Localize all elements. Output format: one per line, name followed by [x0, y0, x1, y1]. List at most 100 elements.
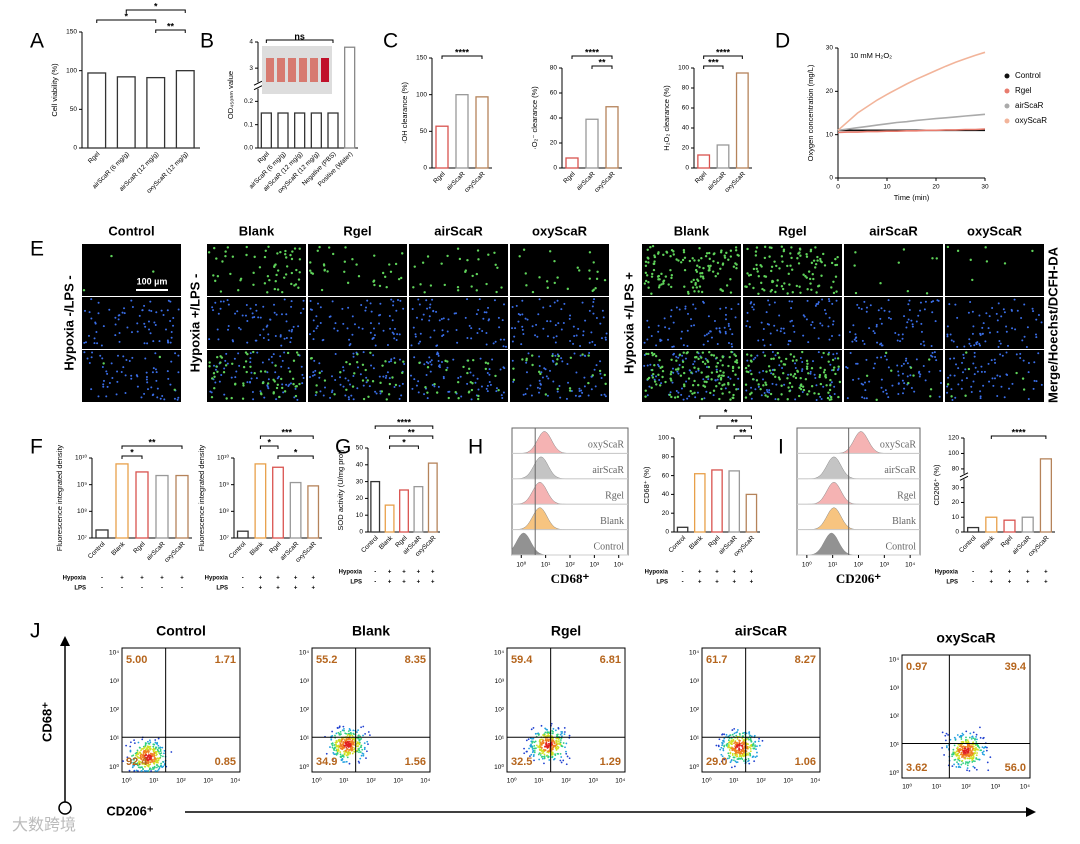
- nucleus: [1026, 326, 1029, 329]
- event-dot: [340, 759, 343, 761]
- nucleus: [276, 377, 279, 380]
- ros-signal: [445, 368, 448, 372]
- ros-signal: [755, 379, 759, 382]
- ros-signal: [782, 248, 786, 251]
- event-dot: [343, 746, 346, 749]
- nucleus: [901, 392, 904, 395]
- ros-signal: [737, 254, 740, 257]
- nucleus: [803, 315, 806, 318]
- histogram-label: airScaR: [592, 465, 624, 476]
- nucleus: [285, 383, 288, 386]
- bar: [1021, 516, 1034, 533]
- ros-signal: [1022, 388, 1026, 391]
- event-dot: [555, 737, 558, 740]
- ros-signal: [708, 266, 711, 270]
- event-dot: [733, 727, 736, 730]
- event-dot: [131, 755, 133, 757]
- ros-signal: [820, 274, 823, 277]
- y-tick-label: 10⁰: [889, 769, 899, 777]
- event-dot: [556, 734, 559, 737]
- ros-signal: [297, 353, 300, 357]
- nucleus: [311, 374, 314, 377]
- event-dot: [532, 755, 535, 758]
- event-dot: [739, 750, 741, 753]
- event-dot: [731, 752, 734, 755]
- nucleus: [93, 342, 96, 345]
- ros-signal: [790, 268, 794, 271]
- ros-signal: [644, 395, 647, 398]
- event-dot: [160, 754, 162, 757]
- arrow-head: [60, 636, 70, 646]
- ros-signal: [294, 394, 298, 398]
- event-dot: [360, 726, 363, 729]
- event-dot: [987, 769, 990, 772]
- quadrant-value: 55.2: [316, 654, 337, 666]
- event-dot: [156, 770, 159, 772]
- ros-signal: [394, 262, 398, 266]
- event-dot: [143, 765, 146, 768]
- nucleus: [236, 310, 239, 313]
- event-dot: [954, 758, 957, 761]
- ros-signal: [651, 376, 655, 379]
- nucleus: [646, 338, 649, 341]
- nucleus: [223, 393, 226, 396]
- event-dot: [157, 737, 160, 740]
- nucleus: [770, 372, 773, 375]
- nucleus: [569, 314, 572, 317]
- nucleus: [672, 371, 675, 374]
- ros-signal: [709, 391, 712, 395]
- nucleus: [344, 377, 347, 380]
- nucleus: [347, 379, 350, 382]
- event-dot: [941, 746, 943, 749]
- nucleus: [956, 316, 959, 319]
- event-dot: [358, 751, 360, 754]
- ros-signal: [651, 244, 655, 248]
- event-dot: [358, 761, 361, 764]
- panel-label: J: [30, 620, 41, 643]
- event-dot: [347, 730, 350, 733]
- nucleus: [90, 298, 93, 301]
- condition-mark: +: [388, 570, 392, 576]
- y-tick-label: 4: [249, 39, 253, 46]
- nucleus: [251, 390, 254, 393]
- x-tick-label: 10⁴: [615, 778, 625, 785]
- nucleus: [426, 397, 429, 400]
- ros-signal: [810, 261, 814, 265]
- ros-signal: [279, 377, 283, 381]
- sig-label: ****: [397, 417, 412, 427]
- event-dot: [723, 758, 726, 761]
- ros-signal: [749, 273, 753, 277]
- ros-signal: [588, 269, 591, 272]
- flow-frame: [121, 647, 241, 773]
- condition-mark: +: [431, 580, 435, 586]
- condition-mark: +: [140, 576, 144, 582]
- nucleus: [978, 342, 981, 345]
- nucleus: [124, 392, 127, 395]
- y-tick-label: 100: [658, 435, 669, 442]
- nucleus: [885, 358, 888, 361]
- ros-signal: [760, 265, 763, 268]
- nucleus: [714, 379, 717, 382]
- ros-signal: [207, 251, 211, 254]
- nucleus: [894, 331, 897, 334]
- nucleus: [1008, 387, 1011, 390]
- condition-mark: +: [1044, 570, 1048, 576]
- nucleus: [166, 309, 169, 312]
- event-dot: [159, 746, 162, 749]
- nucleus: [948, 303, 951, 306]
- ros-signal: [805, 367, 809, 370]
- event-dot: [154, 756, 156, 759]
- nucleus: [329, 396, 332, 399]
- nucleus: [587, 394, 590, 397]
- nucleus: [762, 338, 765, 341]
- nucleus: [262, 328, 265, 331]
- ros-signal: [721, 364, 724, 367]
- nucleus: [881, 344, 884, 347]
- event-dot: [523, 747, 525, 750]
- nucleus: [218, 380, 221, 383]
- nucleus: [731, 333, 734, 336]
- ros-signal: [811, 272, 814, 276]
- ros-signal: [727, 364, 730, 368]
- ros-signal: [383, 275, 387, 279]
- event-dot: [153, 743, 156, 746]
